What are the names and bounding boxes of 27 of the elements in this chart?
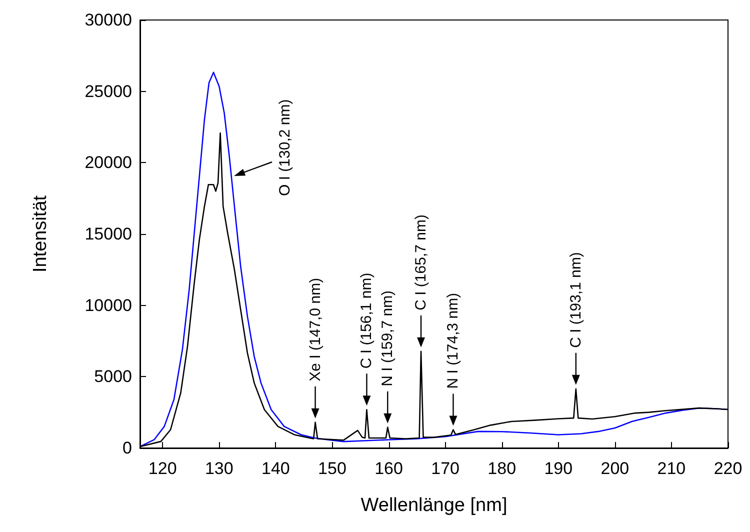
annotation: C I (193,1 nm) — [567, 252, 584, 348]
x-tick-label: 190 — [544, 459, 573, 478]
x-tick-label: 200 — [600, 459, 630, 478]
y-tick-label: 20000 — [84, 153, 132, 172]
y-tick-label: 25000 — [84, 82, 132, 101]
annotation: O I (130,2 nm) — [276, 99, 294, 196]
y-tick-label: 5000 — [94, 367, 132, 386]
x-tick-label: 120 — [148, 459, 177, 478]
y-tick-label: 15000 — [84, 224, 132, 244]
x-tick-label: 180 — [488, 459, 516, 478]
x-tick-label: 150 — [318, 459, 346, 478]
x-tick-label: 210 — [657, 459, 686, 478]
x-tick-label: 160 — [374, 459, 403, 478]
y-axis-title: Intensität — [30, 194, 51, 273]
y-tick-label: 0 — [122, 438, 132, 458]
annotation: C I (165,7 nm) — [412, 214, 430, 310]
annotation: N I (159,7 nm) — [379, 290, 396, 386]
annotation: C I (156,1 nm) — [358, 272, 376, 369]
x-tick-label: 130 — [204, 459, 234, 478]
x-tick-label: 140 — [262, 459, 290, 478]
x-tick-label: 220 — [714, 459, 742, 478]
annotation: Xe I (147,0 nm) — [306, 278, 324, 382]
annotation: N I (174,3 nm) — [444, 292, 462, 389]
x-tick-label: 170 — [431, 459, 460, 478]
x-axis-title: Wellenlänge [nm] — [360, 495, 508, 516]
y-tick-label: 10000 — [84, 296, 132, 315]
y-tick-label: 30000 — [84, 10, 132, 30]
